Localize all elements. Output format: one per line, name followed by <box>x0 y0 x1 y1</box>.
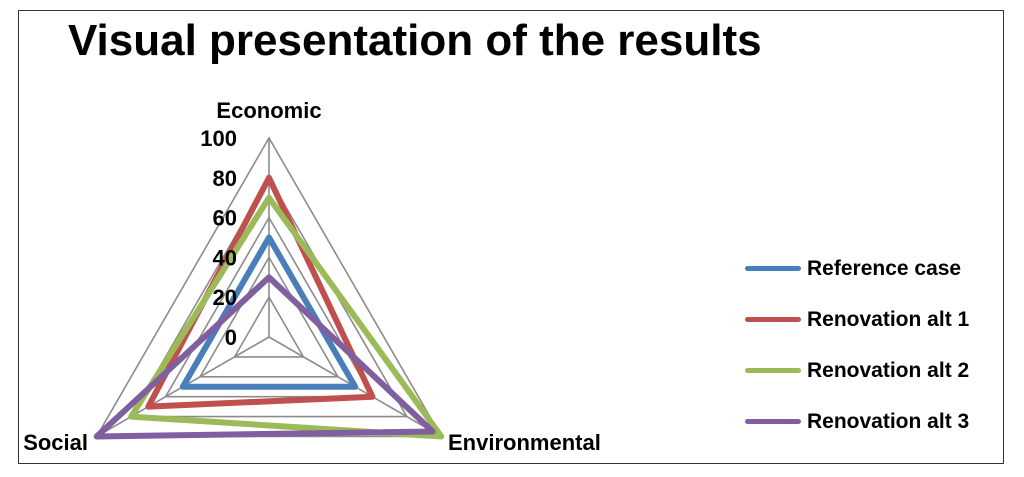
legend-item-1: Reference case <box>745 243 969 294</box>
legend-swatch-2 <box>745 317 801 322</box>
tick-label-40: 40 <box>213 245 237 270</box>
tick-label-20: 20 <box>213 285 237 310</box>
axis-label-social: Social <box>23 430 88 455</box>
series-line-1 <box>179 234 359 390</box>
legend-swatch-1 <box>745 266 801 271</box>
legend-swatch-4 <box>745 419 801 424</box>
legend-swatch-3 <box>745 368 801 373</box>
legend-label-1: Reference case <box>807 256 962 280</box>
legend-label-2: Renovation alt 1 <box>807 307 970 331</box>
legend-item-3: Renovation alt 2 <box>745 345 969 396</box>
series-line-4 <box>93 274 436 440</box>
grid-ring-40 <box>198 255 340 378</box>
legend-item-2: Renovation alt 1 <box>745 294 969 345</box>
series-line-3 <box>128 194 445 440</box>
legend-label-4: Renovation alt 3 <box>807 409 970 433</box>
legend-item-4: Renovation alt 3 <box>745 396 969 447</box>
grid-ring-20 <box>233 295 305 358</box>
tick-label-60: 60 <box>213 206 237 231</box>
legend-label-3: Renovation alt 2 <box>807 358 970 382</box>
tick-label-100: 100 <box>200 126 237 151</box>
tick-label-80: 80 <box>213 166 237 191</box>
grid-ring-60 <box>164 216 374 398</box>
tick-label-0: 0 <box>225 325 237 350</box>
chart-frame <box>18 10 1004 464</box>
chart-title: Visual presentation of the results <box>68 16 762 65</box>
axis-label-economic: Economic <box>216 98 321 123</box>
axis-label-environmental: Environmental <box>448 430 601 455</box>
legend: Reference case Renovation alt 1 Renovation… <box>745 243 969 447</box>
